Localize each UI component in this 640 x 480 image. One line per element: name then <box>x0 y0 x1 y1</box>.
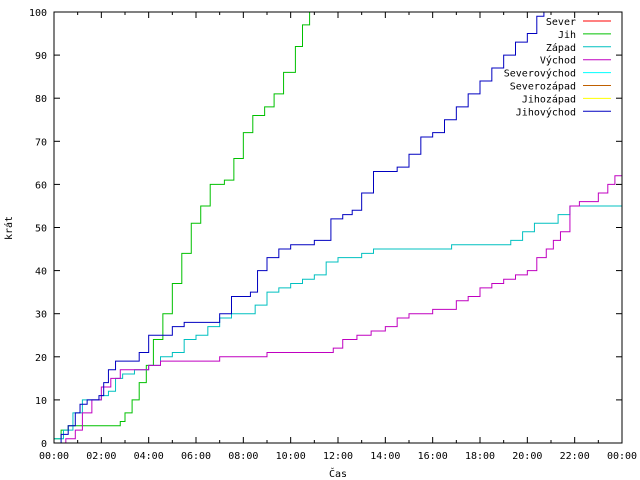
legend-label: Západ <box>546 42 576 54</box>
legend-label: Jihozápad <box>522 93 576 105</box>
y-axis: 0 10 20 30 40 50 60 70 80 90 100 <box>29 8 622 450</box>
x-axis: 00:00 02:00 04:00 06:00 08:00 10:00 12:00 14:00… <box>39 12 637 462</box>
series-line-1 <box>54 12 311 440</box>
x-tick-label: 00:00 <box>39 451 69 462</box>
y-tick-label: 10 <box>35 396 47 407</box>
y-tick-label: 100 <box>29 8 47 19</box>
x-tick-label: 00:00 <box>607 451 637 462</box>
series-line-2 <box>54 205 622 440</box>
x-tick-label: 02:00 <box>86 451 116 462</box>
x-tick-label: 18:00 <box>465 451 495 462</box>
legend-label: Sever <box>546 17 576 28</box>
y-tick-label: 50 <box>35 224 47 235</box>
y-tick-label: 80 <box>35 94 47 105</box>
x-tick-label: 10:00 <box>276 451 306 462</box>
y-tick-label: 20 <box>35 353 47 364</box>
y-tick-label: 60 <box>35 180 47 191</box>
x-tick-label: 04:00 <box>134 451 164 462</box>
legend-label: Jih <box>558 30 576 41</box>
series-line-3 <box>54 167 623 444</box>
plot-series <box>54 11 623 444</box>
x-tick-label: 08:00 <box>228 451 258 462</box>
x-tick-label: 20:00 <box>512 451 542 462</box>
legend: Sever JihZápadVýchodSeverovýchodSeverozáp… <box>504 17 611 118</box>
y-tick-label: 30 <box>35 310 47 321</box>
y-tick-label: 90 <box>35 51 47 62</box>
x-tick-label: 12:00 <box>323 451 353 462</box>
x-tick-label: 22:00 <box>560 451 590 462</box>
series-line-7 <box>54 11 551 444</box>
x-tick-label: 06:00 <box>181 451 211 462</box>
x-axis-label: Čas <box>329 467 347 480</box>
legend-label: Severozápad <box>510 81 576 93</box>
y-tick-label: 0 <box>41 439 47 450</box>
y-tick-label: 70 <box>35 137 47 148</box>
legend-label: Jihovýchod <box>516 106 576 118</box>
legend-label: Severovýchod <box>504 68 576 80</box>
legend-label: Východ <box>540 55 576 67</box>
x-tick-label: 16:00 <box>418 451 448 462</box>
y-axis-label: krát <box>3 216 15 240</box>
x-tick-label: 14:00 <box>370 451 400 462</box>
y-tick-label: 40 <box>35 267 47 278</box>
